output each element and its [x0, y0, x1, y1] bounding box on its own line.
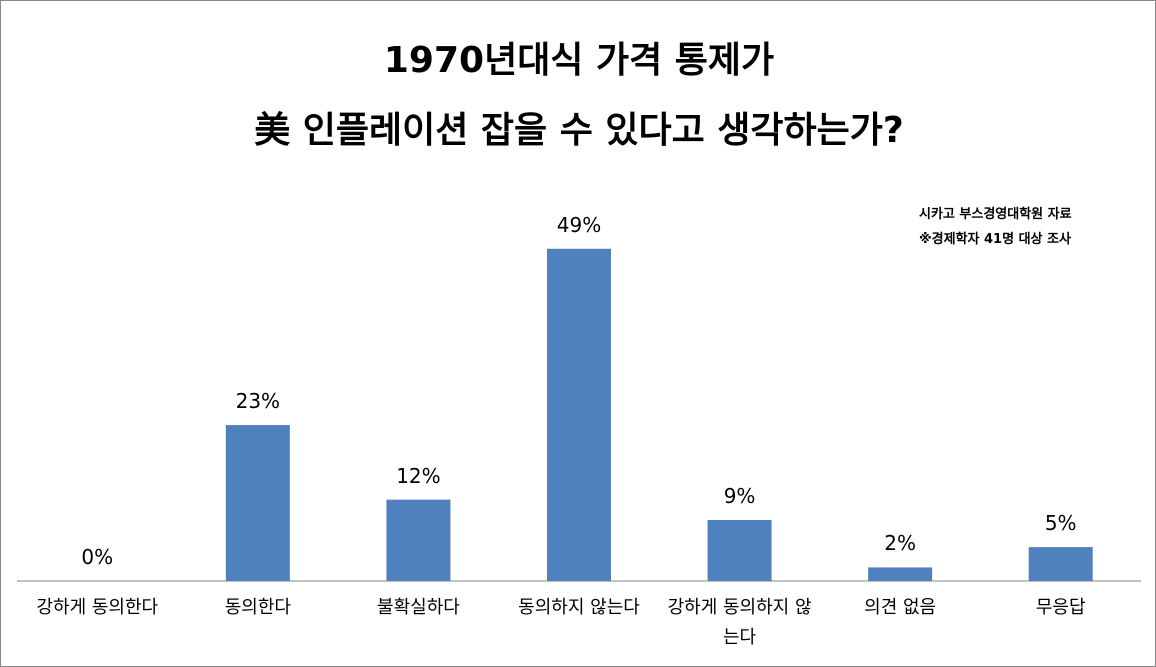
x-tick-label: 무응답	[1035, 597, 1086, 618]
value-label: 5%	[1044, 511, 1077, 536]
bar	[1028, 547, 1093, 581]
bar	[868, 567, 933, 581]
value-label: 0%	[81, 545, 114, 569]
bar	[707, 519, 772, 581]
x-tick-label: 불확실하다	[377, 597, 460, 618]
x-tick-label: 동의하지 않는다	[518, 597, 640, 618]
bar	[225, 425, 290, 581]
annotation: ※경제학자 41명 대상 조사	[919, 232, 1071, 247]
x-tick-label: 강하게 동의한다	[36, 597, 159, 618]
x-tick-label: 강하게 동의하지 않는다	[667, 597, 812, 648]
value-label: 12%	[396, 463, 441, 488]
annotation: 시카고 부스경영대학원 자료	[919, 207, 1072, 222]
bar	[547, 248, 611, 581]
x-tick-label: 동의한다	[224, 597, 291, 618]
bar	[386, 499, 451, 581]
value-label: 9%	[723, 483, 756, 508]
value-label: 23%	[235, 389, 281, 414]
x-tick-label: 의견 없음	[864, 597, 937, 618]
value-label: 2%	[884, 531, 916, 556]
chart-title: 美 인플레이션 잡을 수 있다고 생각하는가?	[254, 110, 904, 151]
value-label: 49%	[556, 212, 602, 237]
chart-title: 1970년대식 가격 통제가	[383, 40, 775, 81]
